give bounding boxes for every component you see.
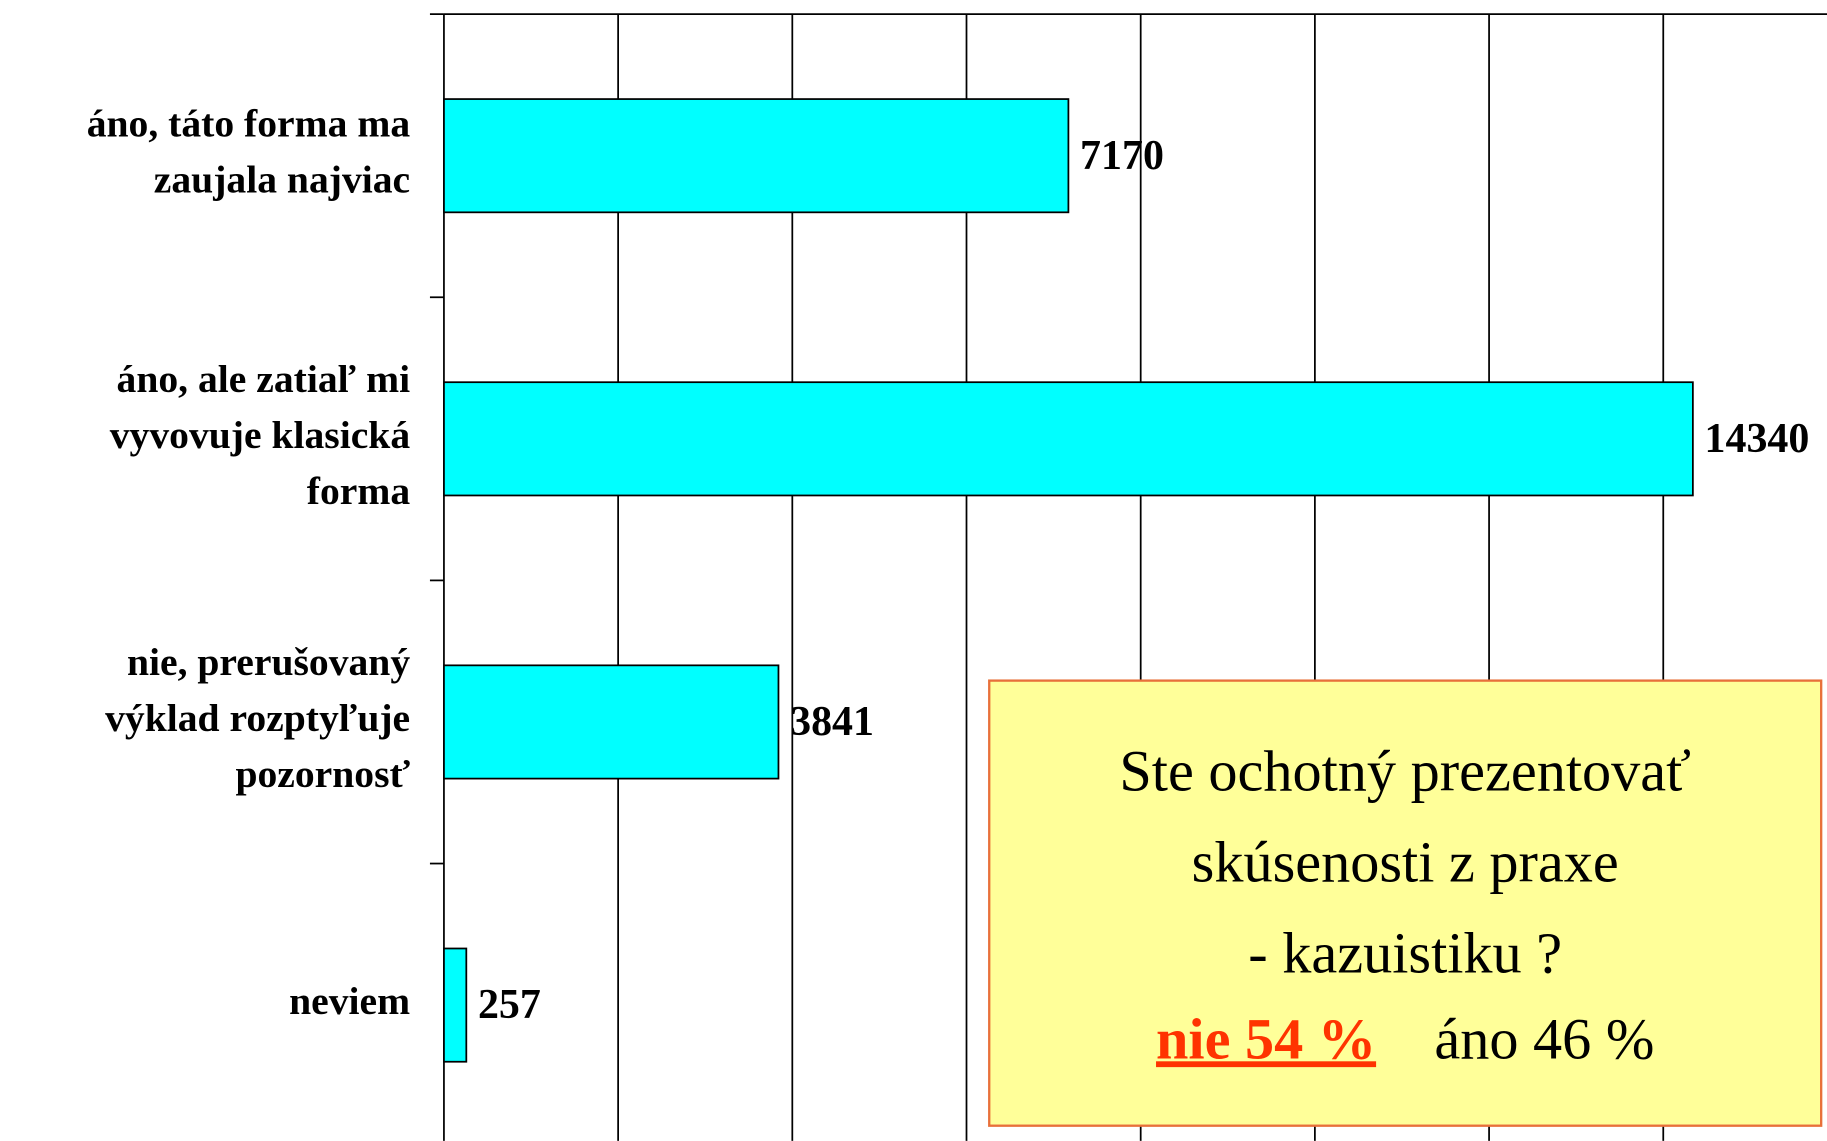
category-label-line: forma	[307, 469, 411, 513]
category-label-line: výklad rozptyľuje	[105, 696, 410, 740]
bar	[443, 947, 468, 1063]
category-label: neviem	[289, 979, 410, 1023]
annotation-box	[988, 679, 1823, 1127]
annotation-line: skúsenosti z praxe	[1192, 830, 1619, 895]
annotation-line: - kazuistiku ?	[1248, 920, 1562, 985]
category-label-line: áno, táto forma ma	[87, 102, 411, 146]
category-label-line: zaujala najviac	[154, 158, 410, 202]
annotation-rest: áno 46 %	[1434, 1007, 1654, 1072]
bar	[443, 98, 1070, 214]
value-label: 14340	[1705, 416, 1810, 462]
category-label-line: vyvovuje klasická	[110, 413, 411, 457]
category-label-line: nie, prerušovaný	[127, 640, 410, 684]
category-label-line: neviem	[289, 979, 410, 1023]
category-label: áno, ale zatiaľ mi vyvovuje klasická forma	[110, 357, 411, 513]
annotation-highlight: nie 54 %	[1156, 1007, 1376, 1072]
value-label: 257	[478, 982, 541, 1028]
category-label-line: pozornosť	[235, 752, 410, 796]
value-label: 3841	[790, 699, 874, 745]
bar	[443, 381, 1694, 497]
category-label-line: áno, ale zatiaľ mi	[117, 357, 411, 401]
category-label: áno, táto forma ma zaujala najviac	[87, 102, 411, 202]
value-label: 7170	[1080, 133, 1164, 179]
category-label: nie, prerušovaný výklad rozptyľuje pozorno…	[105, 640, 410, 796]
annotation-result: nie 54 % áno 46 %	[1156, 1007, 1654, 1072]
bar	[443, 664, 780, 780]
annotation-line: Ste ochotný prezentovať	[1119, 739, 1691, 804]
